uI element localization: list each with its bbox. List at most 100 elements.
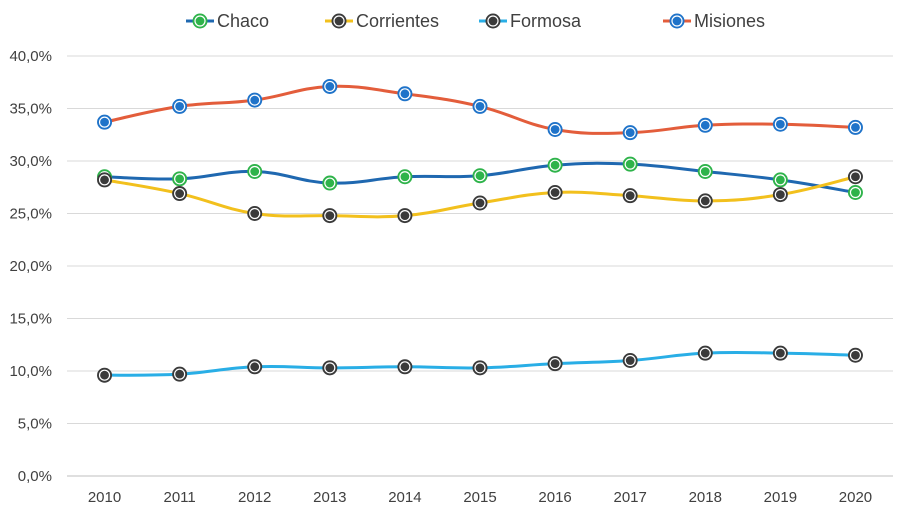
data-point-formosa-inner — [175, 369, 185, 379]
data-point-corrientes — [247, 206, 263, 221]
data-point-formosa-inner — [550, 359, 560, 369]
y-tick-label: 5,0% — [18, 416, 52, 433]
data-point-misiones-inner — [775, 119, 785, 129]
x-axis-tick-labels: 2010 2011 2012 2013 2014 2015 2016 2017 2018 2019… — [88, 489, 872, 506]
data-point-misiones-inner — [475, 102, 485, 111]
data-point-chaco-inner — [851, 188, 860, 197]
data-point-chaco-inner — [550, 160, 560, 170]
x-tick-label: 2010 — [88, 489, 121, 506]
data-point-chaco — [547, 157, 563, 173]
data-point-formosa — [172, 366, 188, 382]
data-point-chaco-inner — [700, 167, 710, 176]
data-point-chaco — [847, 185, 863, 200]
data-point-formosa-inner — [400, 362, 410, 372]
data-point-formosa-inner — [475, 363, 485, 373]
data-point-corrientes-inner — [625, 191, 635, 201]
x-tick-label: 2013 — [313, 489, 346, 506]
data-point-corrientes-inner — [400, 211, 410, 221]
data-point-formosa-inner — [100, 370, 109, 380]
legend-marker-swatch-inner — [334, 16, 344, 26]
data-point-misiones-inner — [325, 82, 335, 91]
data-point-formosa — [247, 359, 263, 375]
data-point-misiones — [97, 114, 113, 130]
legend-marker-swatch — [331, 13, 347, 29]
y-tick-label: 15,0% — [9, 311, 52, 328]
data-point-corrientes — [172, 186, 188, 202]
legend-label: Formosa — [510, 11, 582, 31]
y-tick-label: 25,0% — [9, 206, 52, 223]
data-point-formosa — [97, 367, 113, 383]
data-point-misiones — [172, 98, 188, 114]
data-point-formosa — [322, 360, 338, 376]
y-tick-label: 10,0% — [9, 363, 52, 380]
data-point-formosa — [547, 356, 563, 372]
data-point-misiones — [472, 98, 488, 114]
data-point-formosa — [697, 345, 713, 361]
x-tick-label: 2017 — [613, 489, 646, 506]
legend-label: Corrientes — [356, 11, 439, 31]
data-point-misiones — [547, 122, 563, 137]
data-point-misiones — [397, 86, 413, 102]
data-point-chaco — [247, 164, 263, 179]
legend-label: Chaco — [217, 11, 269, 31]
data-point-corrientes — [97, 172, 113, 188]
data-point-chaco — [472, 168, 488, 184]
y-tick-label: 30,0% — [9, 153, 52, 170]
data-point-corrientes-inner — [700, 196, 710, 206]
y-tick-label: 40,0% — [9, 48, 52, 65]
y-tick-label: 35,0% — [9, 101, 52, 118]
data-point-misiones-inner — [625, 128, 635, 138]
x-tick-label: 2016 — [538, 489, 571, 506]
data-point-formosa-inner — [775, 348, 785, 358]
x-tick-label: 2020 — [839, 489, 872, 506]
legend-item-chaco: Chaco — [186, 11, 269, 31]
data-point-chaco — [622, 156, 638, 172]
data-point-misiones-inner — [400, 89, 410, 99]
data-point-formosa-inner — [700, 348, 710, 358]
data-point-chaco-inner — [475, 171, 485, 181]
data-point-misiones — [322, 78, 338, 94]
data-point-corrientes-inner — [550, 188, 560, 197]
x-tick-label: 2019 — [764, 489, 797, 506]
data-point-corrientes-inner — [325, 211, 335, 221]
legend-marker-swatch-inner — [488, 16, 498, 26]
data-point-corrientes — [397, 208, 413, 224]
x-tick-label: 2018 — [689, 489, 722, 506]
data-point-misiones-inner — [700, 120, 710, 130]
data-point-chaco — [172, 171, 188, 187]
data-point-misiones-inner — [250, 95, 260, 105]
data-point-misiones — [697, 117, 713, 133]
data-point-chaco-inner — [250, 167, 260, 176]
legend-marker-swatch-inner — [195, 16, 205, 26]
legend-marker-swatch — [192, 13, 208, 29]
data-point-chaco — [772, 172, 788, 188]
data-point-corrientes-inner — [475, 198, 485, 208]
data-point-corrientes — [472, 195, 488, 211]
legend-marker-swatch — [669, 13, 685, 29]
data-point-misiones — [622, 125, 638, 141]
legend-marker-swatch-inner — [672, 16, 682, 26]
data-point-corrientes — [772, 187, 788, 203]
data-point-chaco-inner — [175, 174, 185, 184]
x-tick-label: 2014 — [388, 489, 421, 506]
data-point-formosa — [472, 360, 488, 376]
data-point-formosa-inner — [625, 356, 635, 365]
data-point-formosa-inner — [325, 363, 335, 373]
data-point-corrientes — [697, 193, 713, 209]
data-point-misiones-inner — [100, 117, 109, 127]
y-tick-label: 0,0% — [18, 468, 52, 485]
data-point-formosa-inner — [851, 350, 860, 360]
data-point-corrientes-inner — [250, 209, 260, 218]
y-axis-tick-labels: 0,0% 5,0% 10,0% 15,0% 20,0% 25,0% 30,0% 35,0% 40… — [9, 48, 52, 485]
grid-lines — [67, 55, 893, 477]
legend-item-formosa: Formosa — [479, 11, 582, 31]
data-point-chaco-inner — [775, 175, 785, 185]
data-point-corrientes-inner — [851, 172, 860, 182]
data-point-chaco — [397, 169, 413, 185]
legend: Chaco Corrientes Formosa Misiones — [186, 11, 765, 31]
data-point-misiones — [847, 119, 863, 135]
data-point-formosa — [397, 359, 413, 375]
data-point-corrientes-inner — [775, 190, 785, 200]
data-point-misiones-inner — [175, 102, 185, 111]
